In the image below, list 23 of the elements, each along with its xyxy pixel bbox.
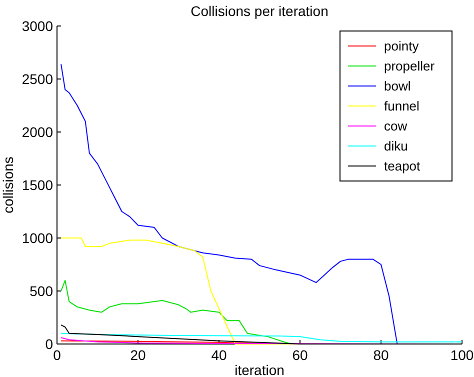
chart-title: Collisions per iteration	[190, 3, 328, 19]
y-tick-label: 2500	[22, 70, 54, 87]
x-axis-title: iteration	[234, 362, 284, 377]
x-tick-label: 100	[450, 347, 474, 363]
x-tick-label: 20	[130, 347, 146, 363]
legend-label: cow	[384, 118, 408, 134]
legend-label: pointy	[384, 38, 420, 54]
y-tick-label: 0	[45, 336, 54, 352]
legend-label: teapot	[384, 158, 421, 174]
y-tick-label: 1000	[22, 230, 54, 246]
y-tick-label: 2000	[22, 124, 54, 140]
x-tick-label: 40	[211, 347, 227, 363]
y-tick-label: 3000	[22, 18, 54, 34]
y-tick-label: 1500	[22, 176, 54, 193]
x-tick-label: 60	[292, 347, 308, 363]
line-series	[60, 332, 462, 342]
legend-label: propeller	[384, 58, 436, 74]
y-tick-label: 500	[30, 282, 54, 299]
x-tick-label: 80	[373, 347, 389, 363]
y-axis-title: collisions	[0, 156, 16, 214]
legend-label: bowl	[384, 78, 411, 94]
legend-label: funnel	[384, 98, 420, 114]
legend-label: diku	[384, 138, 408, 154]
